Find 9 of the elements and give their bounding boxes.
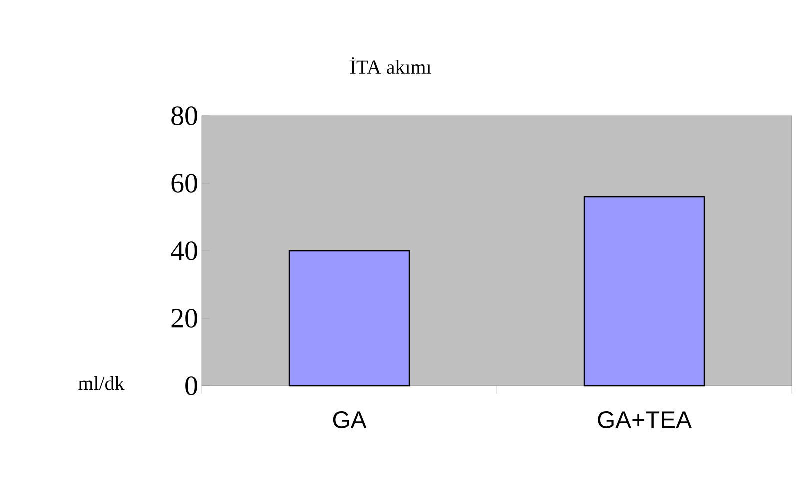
y-axis-title: ml/dk [78, 376, 125, 390]
y-tick-label: 60 [172, 174, 198, 193]
y-tick-label: 0 [186, 376, 198, 396]
y-tick-label: 20 [172, 309, 198, 328]
x-tick-label: GA [333, 412, 367, 428]
x-tick-label: GA+TEA [598, 412, 692, 428]
chart-title: İTA akımı [350, 57, 432, 74]
y-tick-label: 40 [171, 242, 198, 260]
y-tick-label: 80 [172, 106, 198, 126]
